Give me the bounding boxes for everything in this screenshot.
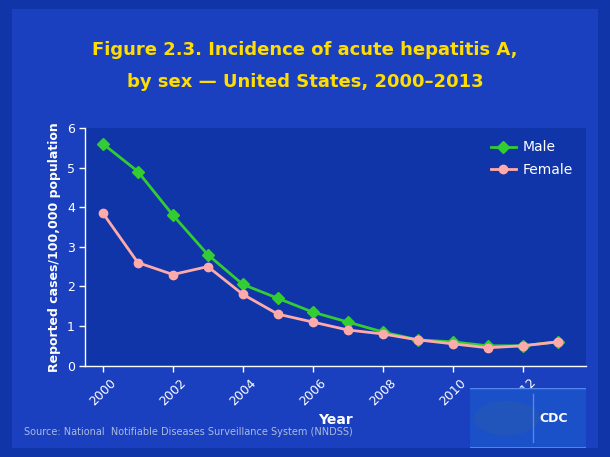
- Female: [519, 343, 526, 349]
- Female: [239, 292, 246, 297]
- Y-axis label: Reported cases/100,000 population: Reported cases/100,000 population: [48, 122, 62, 372]
- Female: [134, 260, 142, 266]
- Male: [134, 169, 142, 174]
- Text: Source: National  Notifiable Diseases Surveillance System (NNDSS): Source: National Notifiable Diseases Sur…: [24, 427, 353, 437]
- Text: CDC: CDC: [539, 412, 567, 425]
- Male: [554, 339, 561, 345]
- Male: [519, 343, 526, 349]
- Male: [204, 252, 212, 257]
- Line: Female: Female: [99, 209, 562, 352]
- FancyBboxPatch shape: [465, 388, 590, 448]
- Circle shape: [475, 402, 539, 435]
- Male: [309, 309, 317, 315]
- Female: [379, 331, 386, 337]
- Male: [484, 343, 491, 349]
- Female: [99, 210, 107, 216]
- Female: [274, 311, 281, 317]
- Text: by sex — United States, 2000–2013: by sex — United States, 2000–2013: [127, 73, 483, 91]
- Legend: Male, Female: Male, Female: [486, 135, 579, 182]
- Male: [344, 319, 351, 325]
- Line: Male: Male: [99, 140, 562, 350]
- Male: [379, 329, 386, 335]
- Male: [449, 339, 456, 345]
- Female: [554, 339, 561, 345]
- Text: Figure 2.3. Incidence of acute hepatitis A,: Figure 2.3. Incidence of acute hepatitis…: [92, 41, 518, 59]
- Male: [239, 282, 246, 287]
- Male: [99, 141, 107, 147]
- Male: [169, 213, 176, 218]
- Female: [309, 319, 317, 325]
- Male: [414, 337, 422, 343]
- Female: [414, 337, 422, 343]
- Female: [449, 341, 456, 346]
- Female: [169, 272, 176, 277]
- Female: [204, 264, 212, 269]
- Female: [484, 345, 491, 351]
- Female: [344, 327, 351, 333]
- Male: [274, 296, 281, 301]
- X-axis label: Year: Year: [318, 413, 353, 427]
